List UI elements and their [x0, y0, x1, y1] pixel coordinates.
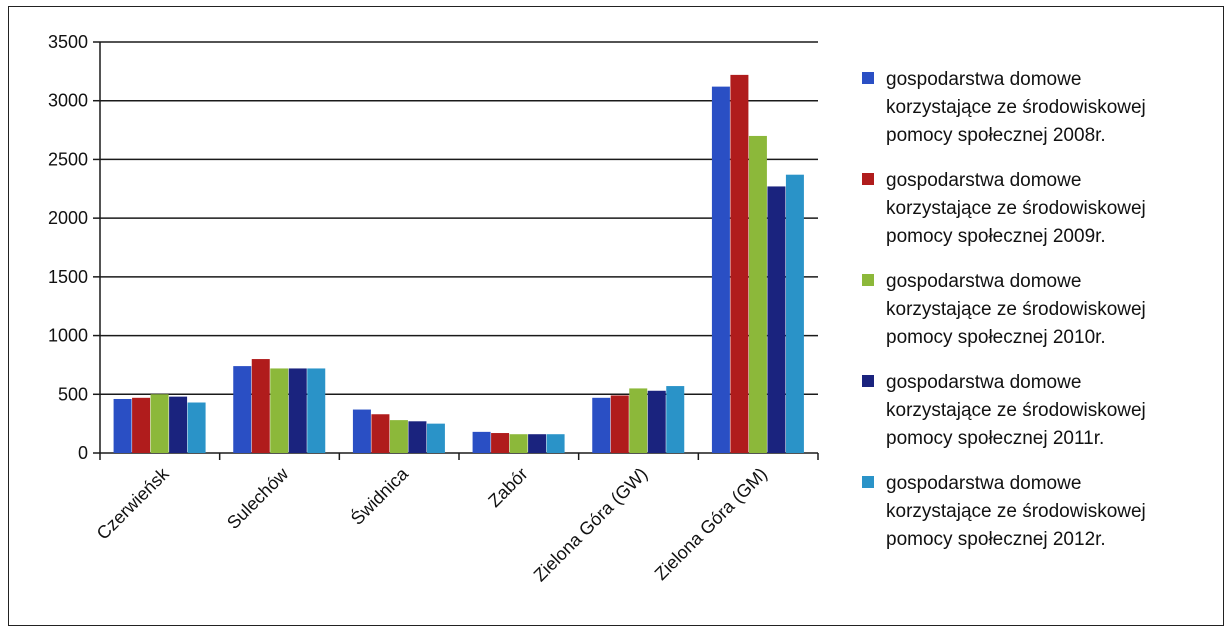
x-tick-label: Zielona Góra (GM): [651, 464, 771, 584]
bar: [132, 397, 151, 453]
legend-label: pomocy społecznej 2010r.: [886, 327, 1106, 348]
bar: [389, 420, 408, 453]
x-tick-label: Zielona Góra (GW): [530, 464, 652, 586]
bar: [629, 388, 648, 453]
bar: [748, 135, 767, 453]
legend-swatch: [862, 173, 874, 185]
bar: [352, 409, 371, 453]
y-tick-label: 1000: [48, 326, 88, 346]
bar: [546, 434, 565, 453]
y-tick-label: 3500: [48, 32, 88, 52]
legend-label: korzystające ze środowiskowej: [886, 299, 1146, 320]
legend-label: gospodarstwa domowe: [886, 170, 1081, 191]
legend-label: korzystające ze środowiskowej: [886, 400, 1146, 421]
y-tick-label: 2500: [48, 149, 88, 169]
bar: [767, 186, 786, 454]
bar: [528, 434, 547, 453]
legend-label: pomocy społecznej 2011r.: [886, 428, 1104, 449]
bar: [113, 398, 132, 453]
bar: [408, 421, 427, 453]
bar: [509, 434, 528, 453]
legend-label: gospodarstwa domowe: [886, 69, 1081, 90]
legend-label: korzystające ze środowiskowej: [886, 501, 1146, 522]
bar: [288, 368, 307, 453]
bar: [187, 402, 206, 453]
legend-label: pomocy społecznej 2009r.: [886, 226, 1106, 247]
legend-label: gospodarstwa domowe: [886, 473, 1081, 494]
bar: [592, 397, 611, 453]
bar: [647, 390, 666, 453]
x-tick-label: Zabór: [484, 464, 531, 511]
bar: [491, 433, 510, 453]
x-tick-label: Sulechów: [223, 463, 293, 533]
bar: [785, 174, 804, 454]
x-tick-label: Czerwieńsk: [93, 463, 174, 544]
y-tick-label: 0: [78, 443, 88, 463]
legend-label: korzystające ze środowiskowej: [886, 198, 1146, 219]
legend-label: korzystające ze środowiskowej: [886, 97, 1146, 118]
bar: [426, 423, 445, 453]
legend-label: gospodarstwa domowe: [886, 372, 1081, 393]
y-tick-label: 2000: [48, 208, 88, 228]
bar: [270, 368, 289, 453]
bar: [610, 395, 629, 453]
legend-swatch: [862, 476, 874, 488]
bar: [307, 368, 326, 453]
legend-swatch: [862, 72, 874, 84]
bar: [233, 366, 252, 453]
y-tick-label: 3000: [48, 91, 88, 111]
y-tick-label: 1500: [48, 267, 88, 287]
bar: [371, 414, 390, 453]
legend-label: gospodarstwa domowe: [886, 271, 1081, 292]
bar: [251, 359, 270, 453]
bar: [730, 74, 749, 453]
chart-frame: [8, 6, 1224, 626]
bar: [169, 396, 188, 453]
legend-label: pomocy społecznej 2008r.: [886, 125, 1106, 146]
legend-label: pomocy społecznej 2012r.: [886, 529, 1106, 550]
x-tick-label: Świdnica: [346, 462, 412, 528]
bar: [666, 386, 685, 453]
bar: [150, 394, 169, 453]
bar: [711, 86, 730, 453]
legend-swatch: [862, 274, 874, 286]
bar: [472, 431, 491, 453]
legend-swatch: [862, 375, 874, 387]
y-tick-label: 500: [58, 384, 88, 404]
